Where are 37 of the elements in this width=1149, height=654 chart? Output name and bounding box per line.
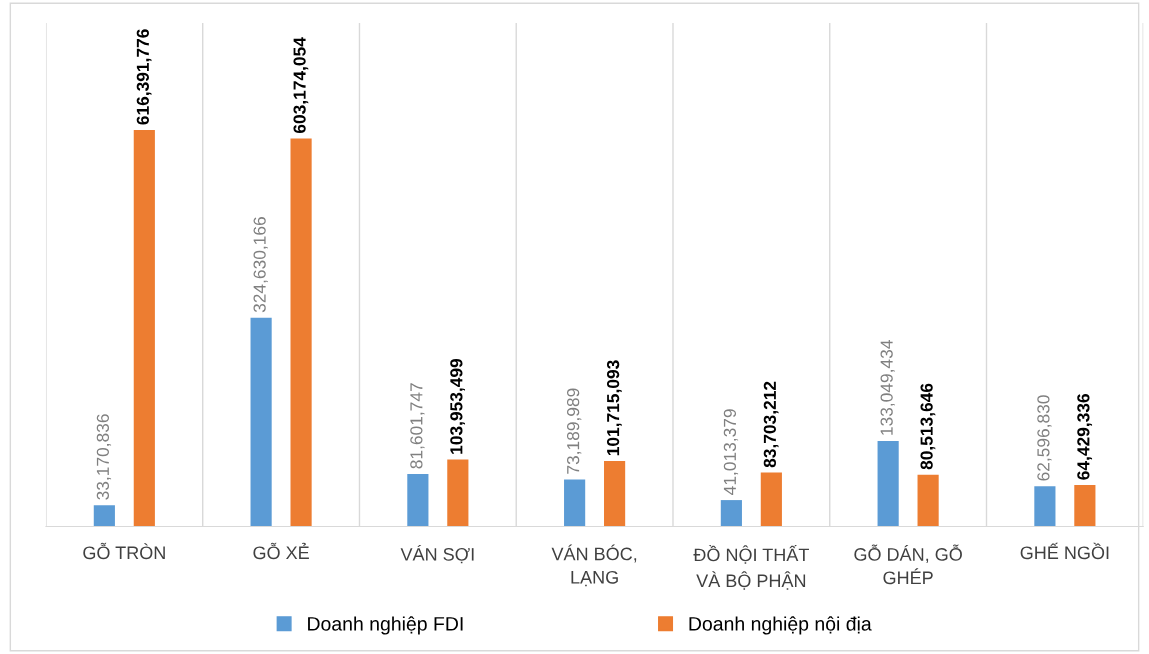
x-tick-label: ĐỒ NỘI THẤT VÀ BỘ PHẬN <box>693 544 809 590</box>
x-tick-label: GỖ DÁN, GỖ GHÉP <box>854 544 962 585</box>
bar <box>447 459 469 527</box>
data-label: 41,013,379 <box>723 409 739 495</box>
bar <box>93 505 115 527</box>
bar <box>1034 486 1056 527</box>
bar <box>917 474 939 527</box>
x-tick-label: GHẾ NGỒI <box>1020 542 1109 560</box>
x-tick-label: GỖ XẺ <box>253 542 309 560</box>
bar <box>1074 485 1096 527</box>
data-label: 83,703,212 <box>763 381 779 468</box>
data-label: 80,513,646 <box>920 383 936 470</box>
data-label: 62,596,830 <box>1037 395 1052 481</box>
bar <box>604 461 626 527</box>
legend-label: Doanh nghiệp FDI <box>308 616 463 635</box>
data-label: 133,049,434 <box>880 340 895 435</box>
bar <box>290 138 312 527</box>
data-label: 101,715,093 <box>606 360 622 456</box>
bar <box>407 473 429 527</box>
x-tick-label: GỖ TRÒN <box>83 542 165 560</box>
data-label: 73,189,989 <box>566 388 582 474</box>
bar <box>720 500 742 527</box>
data-label: 81,601,747 <box>410 383 425 469</box>
x-tick-label: VÁN BÓC, LẠNG <box>551 544 637 587</box>
data-label: 33,170,836 <box>96 414 112 500</box>
data-label: 603,174,054 <box>293 37 309 134</box>
bar <box>133 129 155 527</box>
x-tick-label: VÁN SỢI <box>400 544 474 564</box>
data-label: 103,953,499 <box>450 358 466 454</box>
legend-label: Doanh nghiệp nội địa <box>689 616 872 635</box>
data-label: 324,630,166 <box>253 217 268 313</box>
bar <box>877 440 899 527</box>
bar <box>564 479 586 527</box>
data-label: 616,391,776 <box>136 29 152 125</box>
bar <box>760 472 782 527</box>
bar <box>250 317 272 527</box>
data-label: 64,429,336 <box>1077 394 1093 480</box>
